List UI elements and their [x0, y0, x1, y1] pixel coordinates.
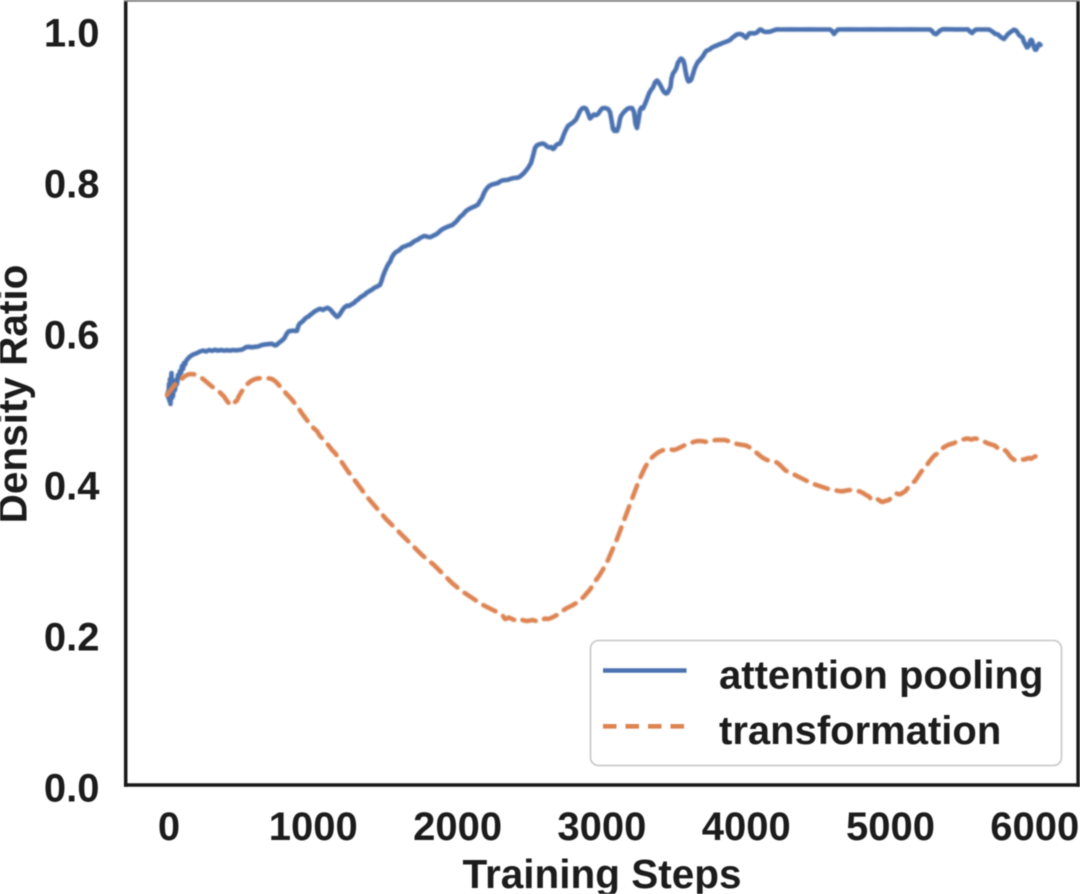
svg-text:2000: 2000 — [413, 805, 502, 849]
svg-text:0.2: 0.2 — [44, 615, 100, 659]
svg-text:3000: 3000 — [557, 805, 646, 849]
svg-text:6000: 6000 — [990, 805, 1079, 849]
svg-text:1000: 1000 — [269, 805, 358, 849]
svg-text:Density Ratio: Density Ratio — [0, 265, 36, 524]
svg-text:0.0: 0.0 — [44, 766, 100, 810]
svg-text:0.6: 0.6 — [44, 313, 100, 357]
svg-text:0.8: 0.8 — [44, 162, 100, 206]
svg-text:transformation: transformation — [719, 709, 1001, 753]
svg-text:attention pooling: attention pooling — [719, 653, 1043, 697]
svg-text:1.0: 1.0 — [44, 11, 100, 55]
svg-text:4000: 4000 — [702, 805, 791, 849]
svg-text:0: 0 — [158, 805, 180, 849]
svg-text:5000: 5000 — [846, 805, 935, 849]
svg-text:Training Steps: Training Steps — [462, 851, 741, 894]
svg-text:0.4: 0.4 — [44, 464, 100, 508]
